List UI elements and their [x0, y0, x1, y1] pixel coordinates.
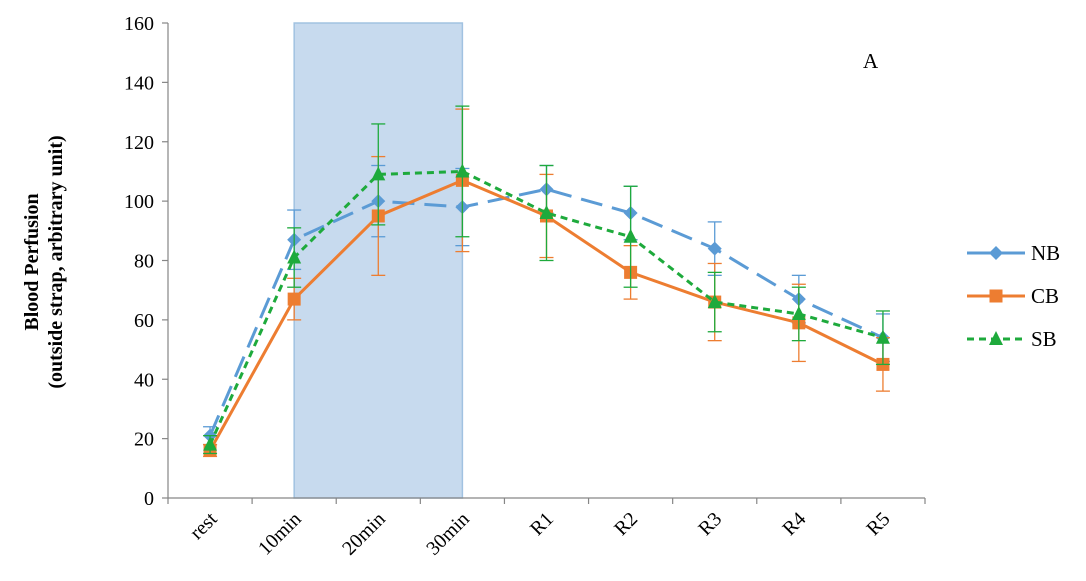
x-tick-label: R1: [526, 508, 558, 540]
x-tick-label: 20min: [338, 508, 390, 560]
y-axis-title-line1: Blood Perfusion: [21, 193, 43, 330]
x-tick-label: rest: [186, 508, 222, 544]
data-point-sb: [287, 249, 302, 264]
data-point-sb: [203, 436, 218, 451]
legend-label: CB: [1031, 284, 1059, 308]
legend-label: NB: [1031, 241, 1060, 265]
data-point-sb: [455, 163, 470, 178]
legend-marker-cb: [989, 289, 1003, 303]
legend-item-cb: CB: [967, 284, 1059, 308]
data-point-sb: [371, 166, 386, 181]
x-tick-label: R2: [610, 508, 642, 540]
legend-label: SB: [1031, 327, 1057, 351]
y-tick-label: 20: [134, 429, 154, 451]
x-tick-label: 10min: [254, 508, 306, 560]
data-point-sb: [623, 228, 638, 243]
y-tick-label: 60: [134, 310, 154, 332]
x-tick-label: 30min: [422, 508, 474, 560]
y-tick-label: 160: [124, 13, 154, 35]
data-point-sb: [875, 329, 890, 344]
x-tick-label: R5: [862, 508, 894, 540]
series-line-sb: [208, 169, 884, 446]
legend-marker-sb: [989, 331, 1003, 345]
data-point-nb: [707, 241, 722, 256]
legend-item-nb: NB: [967, 241, 1060, 265]
data-point-sb: [707, 294, 722, 309]
y-axis-title-line2: (outside strap, arbitrary unit): [45, 135, 67, 388]
data-point-cb: [287, 292, 301, 306]
x-tick-label: R4: [778, 508, 810, 540]
data-point-sb: [791, 305, 806, 320]
y-tick-label: 140: [124, 72, 154, 94]
legend-item-sb: SB: [967, 327, 1057, 351]
data-point-sb: [539, 205, 554, 219]
legend-marker-nb: [989, 246, 1003, 260]
y-tick-label: 100: [124, 191, 154, 213]
y-tick-label: 120: [124, 132, 154, 154]
y-tick-label: 40: [134, 369, 154, 391]
series-sb: [203, 105, 890, 455]
y-tick-label: 0: [144, 488, 154, 510]
y-tick-label: 80: [134, 251, 154, 273]
x-tick-label: R3: [694, 508, 726, 540]
series-line-nb: [208, 187, 884, 437]
panel-label: A: [863, 49, 879, 73]
